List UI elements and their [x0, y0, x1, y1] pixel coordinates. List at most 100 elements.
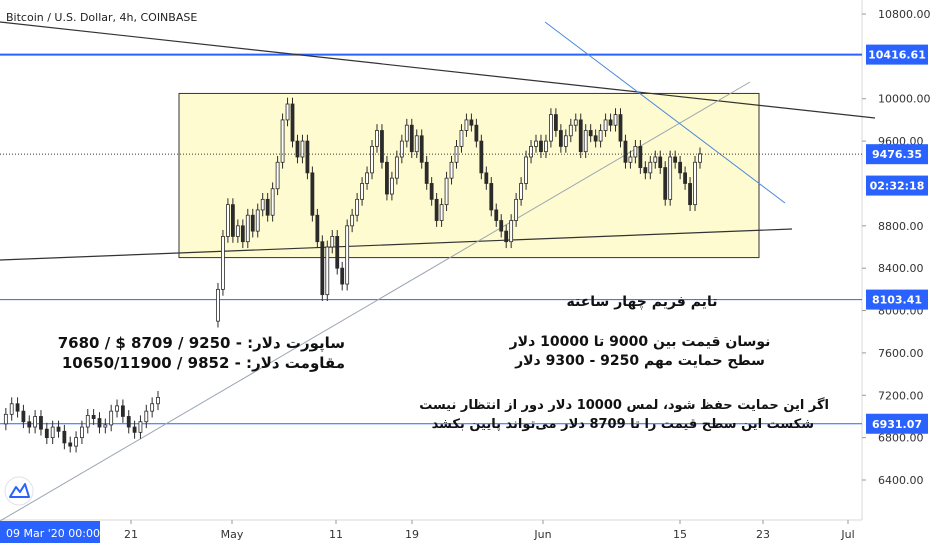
candle	[85, 414, 90, 428]
candle	[479, 140, 484, 174]
outlook-label-1: اگر این حمایت حفظ شود، لمس 10000 دلار دو…	[419, 397, 829, 413]
candle	[56, 426, 61, 432]
candle	[9, 403, 14, 415]
lower-trendline[interactable]	[0, 228, 793, 261]
candle	[375, 130, 379, 147]
candle	[524, 156, 528, 184]
candle	[355, 198, 360, 216]
candle	[275, 161, 280, 190]
candle	[613, 114, 618, 126]
candles	[3, 97, 702, 453]
candle	[633, 145, 638, 158]
y-tick-label: 8400.00	[878, 262, 924, 275]
price-axis-bg	[862, 0, 932, 550]
range-box[interactable]	[178, 92, 760, 259]
outlook-label-2: شکست این سطح قیمت را تا 8709 دلار می‌توا…	[432, 417, 814, 432]
candle	[544, 140, 548, 153]
candle	[97, 418, 102, 428]
candle	[103, 424, 108, 428]
candle	[489, 183, 494, 211]
candle	[449, 161, 454, 179]
candle	[315, 214, 320, 243]
x-axis-ticks: 21 May 11 19 Jun 15 23 Jul	[124, 520, 855, 541]
candle	[514, 198, 519, 221]
candle	[474, 124, 479, 142]
crosshair-date: 09 Mar '20 00:00	[6, 527, 100, 540]
upper-trendline[interactable]	[0, 21, 876, 119]
candle	[310, 172, 315, 216]
candle	[539, 140, 543, 153]
candle	[603, 119, 608, 131]
candle	[385, 161, 389, 195]
candle	[320, 241, 325, 296]
price-label-badge	[866, 44, 928, 65]
x-tick-label: 21	[124, 528, 138, 541]
candle	[563, 135, 568, 147]
candle	[340, 267, 345, 285]
candle	[350, 214, 355, 227]
price-label-badge	[866, 144, 928, 165]
candle	[519, 183, 524, 200]
candle	[74, 437, 78, 447]
candle	[305, 140, 310, 174]
candle	[404, 124, 409, 142]
candle	[688, 183, 692, 206]
timeframe-label: تایم فریم چهار ساعته	[567, 294, 718, 310]
candle	[80, 426, 84, 439]
candle	[499, 220, 504, 232]
tradingview-logo-icon[interactable]	[4, 476, 34, 506]
y-tick-label: 10800.00	[878, 8, 931, 21]
y-tick-label: 6400.00	[878, 474, 924, 487]
candle	[504, 230, 509, 243]
candle	[389, 177, 394, 195]
candle	[115, 405, 119, 412]
candle	[216, 288, 220, 322]
candle	[464, 119, 469, 131]
candle	[424, 161, 429, 184]
candle	[648, 161, 653, 174]
annotations: تایم فریم چهار ساعته نوسان قیمت بین 9000…	[58, 294, 829, 432]
support-label: 7680 / $ 8709 / 9250 - :ساپورت دلار	[58, 334, 345, 353]
candle	[50, 426, 55, 439]
candle	[295, 140, 300, 158]
candle	[693, 161, 697, 206]
candle	[3, 413, 8, 425]
candle	[678, 161, 683, 174]
candle	[226, 204, 230, 237]
price-label-text: 8103.41	[872, 294, 922, 307]
candle	[27, 421, 32, 428]
candle	[618, 114, 623, 142]
candle	[484, 172, 489, 184]
candle	[459, 130, 464, 147]
range-label-2: سطح حمایت مهم 9250 - 9300 دلار	[514, 353, 765, 369]
candle	[360, 183, 364, 200]
candle	[698, 153, 702, 163]
candle	[414, 135, 419, 153]
candle	[409, 124, 414, 153]
candle	[144, 410, 149, 423]
candle	[300, 140, 305, 158]
candle	[663, 167, 668, 200]
candle	[394, 156, 399, 179]
candle	[380, 130, 384, 163]
candle	[156, 396, 160, 405]
candle	[643, 167, 648, 174]
candle	[255, 209, 260, 232]
candle	[240, 225, 245, 243]
candle	[593, 135, 598, 142]
candle	[245, 214, 250, 243]
candle	[638, 145, 643, 168]
candle	[534, 140, 538, 147]
candle	[529, 145, 533, 158]
candle	[549, 114, 553, 142]
x-tick-label: 11	[329, 528, 343, 541]
price-label-text: 10416.61	[868, 49, 926, 62]
candle	[91, 414, 96, 419]
candle	[120, 405, 125, 417]
candle	[68, 442, 73, 447]
candle	[588, 130, 593, 137]
price-label-text: 02:32:18	[870, 180, 925, 193]
falling-trendline[interactable]	[544, 21, 786, 204]
crosshair-date-badge: 09 Mar '20 00:00	[0, 521, 100, 543]
